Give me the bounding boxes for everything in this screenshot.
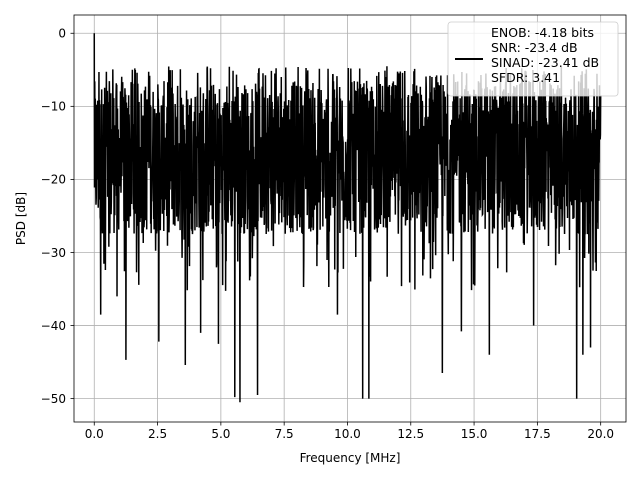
x-tick-label: 12.5 — [397, 427, 424, 441]
y-tick-label: 0 — [58, 27, 66, 41]
x-axis-label: Frequency [MHz] — [300, 451, 401, 465]
legend-entry-text: ENOB: -4.18 bits — [491, 25, 594, 40]
legend-entry-text: SNR: -23.4 dB — [491, 40, 578, 55]
legend-entry-text: SFDR: 3.41 — [491, 70, 560, 85]
y-tick-label: −40 — [41, 319, 66, 333]
x-tick-label: 20.0 — [587, 427, 614, 441]
y-tick-label: −30 — [41, 246, 66, 260]
x-tick-label: 17.5 — [524, 427, 551, 441]
y-tick-label: −20 — [41, 173, 66, 187]
x-tick-label: 15.0 — [461, 427, 488, 441]
y-tick-label: −10 — [41, 100, 66, 114]
y-tick-label: −50 — [41, 392, 66, 406]
legend-entry-text: SINAD: -23.41 dB — [491, 55, 599, 70]
axes-frame — [73, 14, 627, 423]
series-layer — [93, 33, 602, 403]
psd-series-line — [93, 33, 602, 403]
tick-layer: 0.0 2.5 5.0 7.5 10.0 12.5 15.0 17.5 20.0 0 −10 −20 −… — [41, 27, 614, 441]
x-tick-label: 10.0 — [334, 427, 361, 441]
x-tick-label: 7.5 — [275, 427, 294, 441]
y-axis-label: PSD [dB] — [14, 192, 28, 245]
x-tick-label: 2.5 — [148, 427, 167, 441]
x-tick-label: 0.0 — [85, 427, 104, 441]
legend-box — [447, 21, 619, 97]
x-tick-label: 5.0 — [211, 427, 230, 441]
